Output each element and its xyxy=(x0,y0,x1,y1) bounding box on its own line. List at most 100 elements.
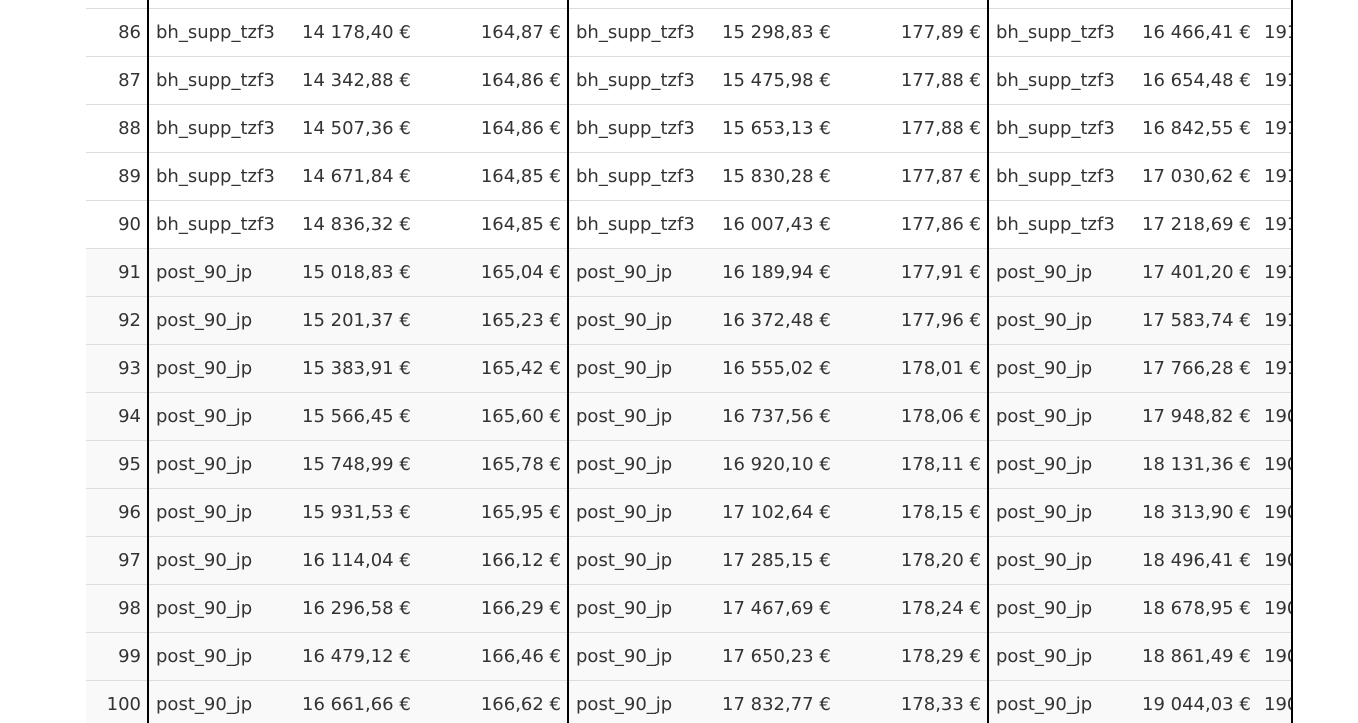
plan-name-cell: post_90_jp xyxy=(148,248,298,297)
table-row: 100 post_90_jp 16 661,66 €166,62 € post_90_… xyxy=(86,680,1293,723)
plan-name-cell: bh_supp_tzf3 xyxy=(148,56,298,105)
table-row: 95 post_90_jp 15 748,99 €165,78 € post_90_j… xyxy=(86,440,1293,489)
table-row: 89 bh_supp_tzf3 14 671,84 €164,85 € bh_supp… xyxy=(86,152,1293,201)
plan-name-cell: bh_supp_tzf3 xyxy=(568,8,718,57)
total-amount-cell xyxy=(298,0,418,9)
average-amount-cell: 166,12 € xyxy=(418,536,569,585)
total-amount-cell: 14 507,36 € xyxy=(298,104,418,153)
row-number: 87 xyxy=(86,56,149,105)
total-amount-cell: 15 298,83 € xyxy=(718,8,838,57)
average-amount-cell: 165,60 € xyxy=(418,392,569,441)
total-amount-cell: 17 102,64 € xyxy=(718,488,838,537)
plan-name-cell: post_90_jp xyxy=(988,440,1138,489)
average-amount-cell: 164,85 € xyxy=(418,152,569,201)
plan-name-cell: bh_supp_tzf3 xyxy=(988,104,1138,153)
plan-name-cell: bh_supp_tzf3 xyxy=(988,152,1138,201)
total-amount-cell: 18 131,36 € xyxy=(1138,440,1258,489)
plan-name-cell: post_90_jp xyxy=(988,488,1138,537)
row-number: 88 xyxy=(86,104,149,153)
plan-name-cell: bh_supp_tzf3 xyxy=(988,56,1138,105)
total-amount-cell: 16 654,48 € xyxy=(1138,56,1258,105)
total-amount-cell: 15 830,28 € xyxy=(718,152,838,201)
table-row: 98 post_90_jp 16 296,58 €166,29 € post_90_j… xyxy=(86,584,1293,633)
row-number: 91 xyxy=(86,248,149,297)
plan-name-cell: bh_supp_tzf3 xyxy=(568,104,718,153)
row-number: 94 xyxy=(86,392,149,441)
average-amount-cell: 166,46 € xyxy=(418,632,569,681)
plan-name-cell xyxy=(568,0,718,9)
total-amount-cell: 15 653,13 € xyxy=(718,104,838,153)
total-amount-cell: 14 671,84 € xyxy=(298,152,418,201)
row-number: 95 xyxy=(86,440,149,489)
average-amount-cell: 190,77 € xyxy=(1258,488,1293,537)
total-amount-cell: 17 285,15 € xyxy=(718,536,838,585)
average-amount-cell: 191,04 € xyxy=(1258,344,1293,393)
table-row: 90 bh_supp_tzf3 14 836,32 €164,85 € bh_supp… xyxy=(86,200,1293,249)
average-amount-cell: 164,85 € xyxy=(418,200,569,249)
average-amount-cell: 177,89 € xyxy=(838,8,989,57)
table-row: 94 post_90_jp 15 566,45 €165,60 € post_90_j… xyxy=(86,392,1293,441)
total-amount-cell: 15 201,37 € xyxy=(298,296,418,345)
average-amount-cell: 190,60 € xyxy=(1258,584,1293,633)
table-row: 85 xyxy=(86,0,1293,9)
total-amount-cell: 16 372,48 € xyxy=(718,296,838,345)
plan-name-cell xyxy=(148,0,298,9)
plan-name-cell xyxy=(988,0,1138,9)
average-amount-cell: 178,24 € xyxy=(838,584,989,633)
plan-name-cell: post_90_jp xyxy=(568,248,718,297)
table-row: 91 post_90_jp 15 018,83 €165,04 € post_90_j… xyxy=(86,248,1293,297)
plan-name-cell: post_90_jp xyxy=(568,680,718,723)
average-amount-cell: 177,86 € xyxy=(838,200,989,249)
plan-name-cell: post_90_jp xyxy=(148,296,298,345)
total-amount-cell: 16 920,10 € xyxy=(718,440,838,489)
plan-name-cell: post_90_jp xyxy=(568,392,718,441)
average-amount-cell: 190,68 € xyxy=(1258,536,1293,585)
average-amount-cell xyxy=(1258,0,1293,9)
average-amount-cell: 190,94 € xyxy=(1258,392,1293,441)
total-amount-cell: 14 342,88 € xyxy=(298,56,418,105)
average-amount-cell: 191,43 € xyxy=(1258,56,1293,105)
plan-name-cell: post_90_jp xyxy=(568,344,718,393)
total-amount-cell: 15 748,99 € xyxy=(298,440,418,489)
row-number: 92 xyxy=(86,296,149,345)
table-row: 93 post_90_jp 15 383,91 €165,42 € post_90_j… xyxy=(86,344,1293,393)
row-number: 86 xyxy=(86,8,149,57)
plan-name-cell: post_90_jp xyxy=(568,440,718,489)
plan-name-cell: post_90_jp xyxy=(148,680,298,723)
total-amount-cell xyxy=(718,0,838,9)
average-amount-cell: 177,96 € xyxy=(838,296,989,345)
row-number: 99 xyxy=(86,632,149,681)
average-amount-cell: 178,33 € xyxy=(838,680,989,723)
total-amount-cell: 18 496,41 € xyxy=(1138,536,1258,585)
row-number: 98 xyxy=(86,584,149,633)
total-amount-cell: 16 466,41 € xyxy=(1138,8,1258,57)
average-amount-cell: 178,29 € xyxy=(838,632,989,681)
total-amount-cell: 17 583,74 € xyxy=(1138,296,1258,345)
plan-name-cell: bh_supp_tzf3 xyxy=(148,200,298,249)
plan-name-cell: post_90_jp xyxy=(148,344,298,393)
plan-name-cell: post_90_jp xyxy=(988,296,1138,345)
average-amount-cell: 178,11 € xyxy=(838,440,989,489)
total-amount-cell: 16 661,66 € xyxy=(298,680,418,723)
average-amount-cell: 165,78 € xyxy=(418,440,569,489)
plan-name-cell: post_90_jp xyxy=(568,536,718,585)
row-number: 96 xyxy=(86,488,149,537)
total-amount-cell: 15 383,91 € xyxy=(298,344,418,393)
plan-name-cell: bh_supp_tzf3 xyxy=(148,8,298,57)
average-amount-cell: 191,22 € xyxy=(1258,248,1293,297)
average-amount-cell: 177,91 € xyxy=(838,248,989,297)
plan-name-cell: bh_supp_tzf3 xyxy=(988,200,1138,249)
total-amount-cell: 15 475,98 € xyxy=(718,56,838,105)
plan-name-cell: post_90_jp xyxy=(988,584,1138,633)
plan-name-cell: post_90_jp xyxy=(568,488,718,537)
average-amount-cell: 191,32 € xyxy=(1258,200,1293,249)
plan-name-cell: bh_supp_tzf3 xyxy=(148,152,298,201)
total-amount-cell: 15 931,53 € xyxy=(298,488,418,537)
average-amount-cell: 165,23 € xyxy=(418,296,569,345)
total-amount-cell: 14 178,40 € xyxy=(298,8,418,57)
total-amount-cell: 17 832,77 € xyxy=(718,680,838,723)
total-amount-cell: 17 948,82 € xyxy=(1138,392,1258,441)
plan-name-cell: post_90_jp xyxy=(988,536,1138,585)
table-row: 99 post_90_jp 16 479,12 €166,46 € post_90_j… xyxy=(86,632,1293,681)
